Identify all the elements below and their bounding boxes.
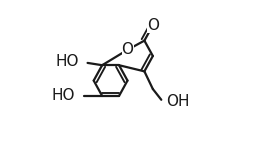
- Text: OH: OH: [165, 94, 189, 109]
- Text: HO: HO: [51, 89, 74, 103]
- Text: O: O: [146, 18, 158, 33]
- Text: O: O: [121, 42, 133, 57]
- Text: HO: HO: [55, 54, 79, 69]
